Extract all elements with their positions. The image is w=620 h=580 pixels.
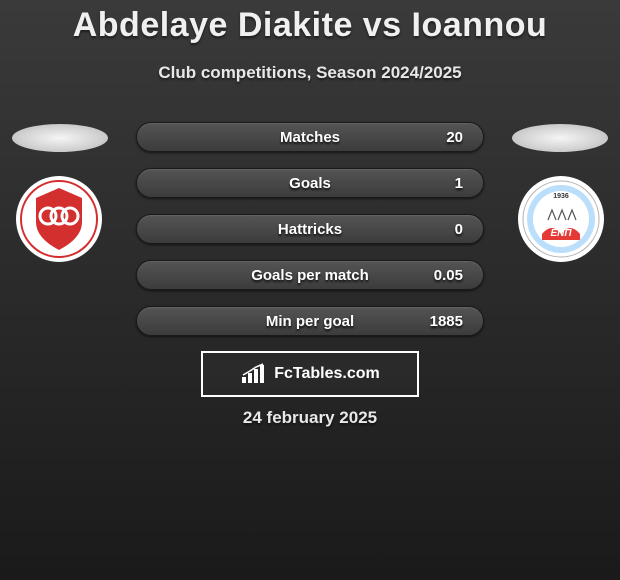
circle-crest-icon: 1936 ΕΝΠ xyxy=(522,180,600,258)
barchart-icon xyxy=(240,363,268,385)
stat-right-value: 1 xyxy=(423,175,463,192)
svg-text:ΕΝΠ: ΕΝΠ xyxy=(550,228,572,239)
club-logo-right: 1936 ΕΝΠ xyxy=(518,176,604,262)
club-logo-left: ΣΑΛΑΜΙΣ xyxy=(16,176,102,262)
stat-right-value: 0.05 xyxy=(423,267,463,284)
stat-label: Goals xyxy=(289,175,331,192)
stat-label: Matches xyxy=(280,129,340,146)
shield-crest-icon: ΣΑΛΑΜΙΣ xyxy=(20,180,98,258)
brand-box[interactable]: FcTables.com xyxy=(201,351,419,397)
svg-text:ΣΑΛΑΜΙΣ: ΣΑΛΑΜΙΣ xyxy=(48,194,70,200)
stat-right-value: 0 xyxy=(423,221,463,238)
player-marker-left xyxy=(12,124,108,152)
stat-right-value: 20 xyxy=(423,129,463,146)
subtitle: Club competitions, Season 2024/2025 xyxy=(0,63,620,83)
stat-row-mpg: Min per goal 1885 xyxy=(136,306,484,336)
stat-label: Min per goal xyxy=(266,313,354,330)
stat-row-matches: Matches 20 xyxy=(136,122,484,152)
stats-container: Matches 20 Goals 1 Hattricks 0 Goals per… xyxy=(136,122,484,352)
stat-right-value: 1885 xyxy=(423,313,463,330)
date-text: 24 february 2025 xyxy=(243,408,377,428)
stat-row-hattricks: Hattricks 0 xyxy=(136,214,484,244)
brand-text: FcTables.com xyxy=(274,365,380,383)
stat-row-goals: Goals 1 xyxy=(136,168,484,198)
stat-label: Hattricks xyxy=(278,221,342,238)
svg-text:1936: 1936 xyxy=(553,193,569,200)
stat-row-gpm: Goals per match 0.05 xyxy=(136,260,484,290)
stat-label: Goals per match xyxy=(251,267,369,284)
page-title: Abdelaye Diakite vs Ioannou xyxy=(0,0,620,45)
player-marker-right xyxy=(512,124,608,152)
